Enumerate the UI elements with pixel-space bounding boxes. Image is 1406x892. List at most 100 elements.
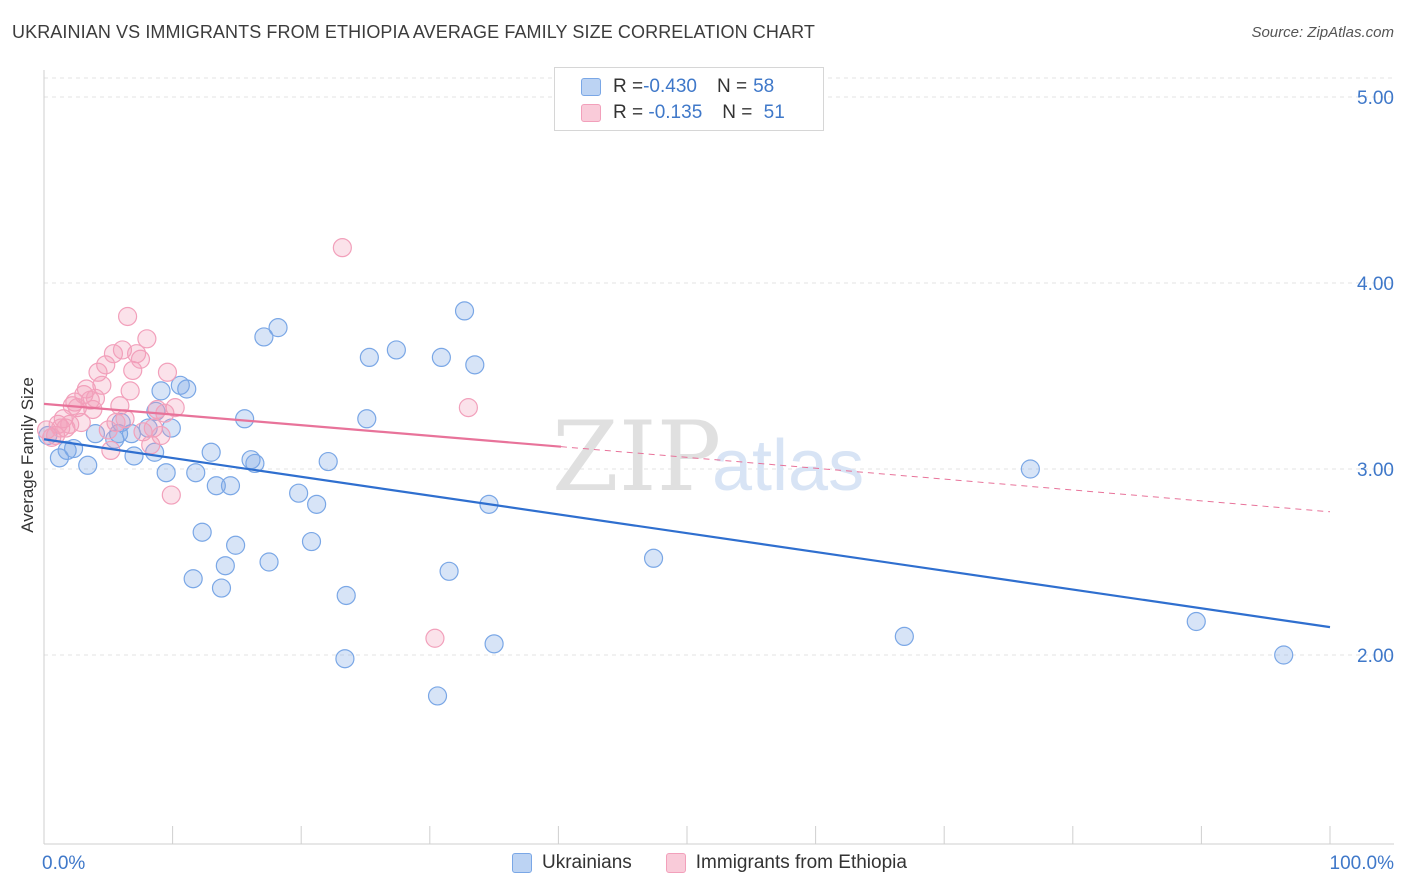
point-ethiopia bbox=[112, 340, 133, 360]
point-ukrainians bbox=[215, 556, 235, 576]
point-ethiopia bbox=[151, 425, 171, 446]
y-tick-label: 5.00 bbox=[1357, 88, 1394, 109]
point-ukrainians bbox=[226, 535, 246, 555]
point-ukrainians bbox=[894, 626, 914, 647]
point-ukrainians bbox=[431, 347, 451, 367]
legend-n-value: 58 bbox=[753, 76, 775, 97]
point-ethiopia bbox=[117, 306, 138, 327]
point-ukrainians bbox=[439, 561, 459, 581]
legend-n-label: N = bbox=[716, 76, 748, 97]
point-ethiopia bbox=[137, 329, 157, 349]
source-credit: Source: ZipAtlas.com bbox=[1251, 24, 1394, 41]
chart-title: UKRAINIAN VS IMMIGRANTS FROM ETHIOPIA AV… bbox=[12, 22, 815, 42]
point-ukrainians bbox=[201, 442, 221, 462]
point-ukrainians bbox=[465, 355, 485, 375]
point-ethiopia bbox=[332, 238, 352, 258]
trend-ethiopia bbox=[43, 402, 562, 448]
point-ukrainians bbox=[156, 463, 176, 483]
legend-row-ethiopia: R = -0.135 N = 51 bbox=[581, 101, 785, 125]
point-ethiopia bbox=[165, 398, 185, 418]
y-tick-label: 4.00 bbox=[1357, 274, 1394, 295]
point-ukrainians bbox=[454, 301, 475, 321]
point-ukrainians bbox=[183, 569, 203, 589]
legend-swatch-ethiopia bbox=[581, 104, 601, 122]
point-ukrainians bbox=[289, 483, 309, 503]
point-ethiopia bbox=[425, 628, 445, 648]
y-tick-label: 2.00 bbox=[1357, 646, 1394, 667]
point-ukrainians bbox=[211, 578, 232, 598]
point-ukrainians bbox=[335, 649, 355, 669]
point-ukrainians bbox=[245, 453, 265, 474]
point-ukrainians bbox=[124, 446, 144, 466]
watermark: ZIP atlas bbox=[552, 401, 864, 513]
legend-r-value: -0.430 bbox=[643, 76, 697, 97]
legend-r-label: R = bbox=[613, 76, 644, 97]
watermark-zip: ZIP bbox=[552, 401, 721, 513]
point-ethiopia bbox=[143, 418, 163, 438]
y-axis-label: Average Family Size bbox=[18, 377, 37, 533]
gridlines bbox=[44, 77, 1394, 656]
legend-label-ukrainians: Ukrainians bbox=[542, 852, 632, 873]
axes bbox=[43, 70, 1394, 845]
point-ukrainians bbox=[357, 409, 377, 429]
x-tick-label-start: 0.0% bbox=[42, 853, 85, 874]
legend-row-ukrainians: R = -0.430 N = 58 bbox=[581, 75, 774, 99]
point-ukrainians bbox=[192, 522, 212, 542]
point-ethiopia bbox=[157, 362, 178, 382]
series-ethiopia bbox=[36, 238, 478, 648]
watermark-atlas: atlas bbox=[712, 426, 864, 506]
point-ukrainians bbox=[268, 318, 288, 338]
legend-r-value: -0.135 bbox=[643, 102, 703, 123]
point-ukrainians bbox=[186, 463, 206, 483]
trend-ukrainians bbox=[43, 438, 1331, 629]
point-ethiopia bbox=[120, 381, 140, 401]
point-ukrainians bbox=[57, 440, 77, 460]
point-ukrainians bbox=[1020, 459, 1040, 479]
stats-legend: R = -0.430 N = 58 R = -0.135 N = 51 bbox=[554, 67, 824, 131]
point-ethiopia bbox=[98, 420, 118, 440]
trend-ethiopia-extension bbox=[560, 446, 1331, 513]
point-ukrainians bbox=[177, 379, 197, 399]
point-ethiopia bbox=[71, 412, 91, 433]
point-ethiopia bbox=[92, 375, 112, 395]
legend-n-value: 51 bbox=[758, 102, 785, 123]
series-legend: Ukrainians Immigrants from Ethiopia bbox=[512, 852, 941, 874]
tick-labels: 2.00 3.00 4.00 5.00 0.0% 100.0% bbox=[42, 88, 1394, 874]
point-ukrainians bbox=[78, 455, 98, 475]
point-ukrainians bbox=[643, 548, 664, 568]
legend-swatch-ukrainians bbox=[581, 78, 601, 96]
point-ukrainians bbox=[206, 476, 226, 496]
point-ukrainians bbox=[254, 327, 274, 347]
point-ethiopia bbox=[96, 355, 116, 375]
legend-item-ethiopia: Immigrants from Ethiopia bbox=[665, 852, 907, 874]
point-ukrainians bbox=[235, 409, 255, 429]
legend-n-label: N = bbox=[722, 102, 753, 123]
point-ukrainians bbox=[336, 585, 356, 606]
point-ukrainians bbox=[151, 381, 171, 401]
point-ethiopia bbox=[130, 349, 151, 369]
point-ukrainians bbox=[49, 448, 70, 468]
point-ethiopia bbox=[161, 485, 181, 505]
point-ukrainians bbox=[1274, 645, 1294, 665]
point-ukrainians bbox=[307, 494, 327, 514]
legend-swatch-ethiopia bbox=[665, 853, 686, 873]
point-ukrainians bbox=[301, 531, 322, 552]
series-ukrainians bbox=[38, 301, 1294, 706]
point-ukrainians bbox=[359, 347, 379, 367]
point-ukrainians bbox=[427, 686, 448, 706]
legend-label-ethiopia: Immigrants from Ethiopia bbox=[695, 852, 907, 873]
y-tick-label: 3.00 bbox=[1357, 460, 1394, 481]
point-ukrainians bbox=[259, 552, 279, 572]
x-tick-label-end: 100.0% bbox=[1330, 853, 1395, 874]
legend-swatch-ukrainians bbox=[512, 853, 532, 873]
trend-lines bbox=[43, 402, 1331, 629]
legend-item-ukrainians: Ukrainians bbox=[512, 852, 632, 874]
point-ethiopia bbox=[458, 398, 478, 418]
point-ukrainians bbox=[386, 340, 406, 360]
legend-r-label: R = bbox=[613, 102, 644, 123]
point-ukrainians bbox=[318, 451, 338, 472]
point-ukrainians bbox=[85, 424, 106, 444]
point-ethiopia bbox=[115, 409, 135, 429]
point-ukrainians bbox=[1186, 611, 1206, 632]
